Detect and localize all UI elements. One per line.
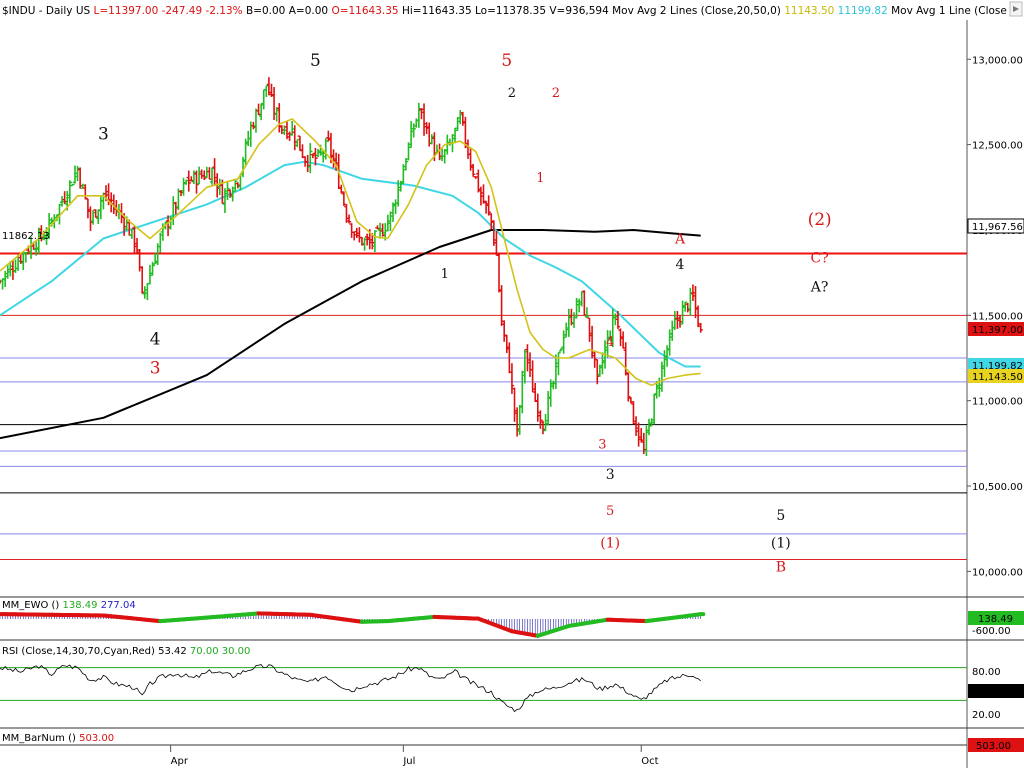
month-tick-label-0: Apr xyxy=(171,756,189,767)
ma200-series xyxy=(0,229,701,440)
price-axis: 13,000.0012,500.0012,000.0011,500.0011,0… xyxy=(967,55,1023,578)
wave-label-4: 5 xyxy=(501,51,512,71)
badge-ma20: 11,143.50 xyxy=(968,369,1024,383)
wave-label-6: 2 xyxy=(552,86,560,101)
header-region: US xyxy=(76,5,91,17)
wave-label-1: 4 xyxy=(150,329,161,349)
header-ma1-label: Mov Avg 1 Line (Close xyxy=(891,5,1007,17)
wave-label-14: 5 xyxy=(606,504,614,519)
header-ask: A=0.00 xyxy=(289,5,328,17)
wave-label-19: 5 xyxy=(776,508,785,524)
ma50-line xyxy=(0,160,701,368)
ewo-label: MM_EWO () xyxy=(2,600,59,611)
rsi-panel xyxy=(0,664,967,713)
rsi-v2: 70.00 xyxy=(190,646,219,657)
rsi-tick-80: 80.00 xyxy=(972,667,1001,678)
chart-header: $INDU - Daily US L=11397.00 -247.49 -2.1… xyxy=(2,5,1007,17)
svg-text:RSI (Close,14,30,70,Cyan,Red): RSI (Close,14,30,70,Cyan,Red) 53.42 70.0… xyxy=(2,646,250,657)
badge-ma50: 11,199.82 xyxy=(968,358,1024,372)
badge-ma20-text: 11,143.50 xyxy=(972,372,1023,383)
ma50-series xyxy=(0,160,701,368)
header-symbol[interactable]: $INDU xyxy=(2,5,35,17)
wave-label-12: 3 xyxy=(598,437,606,452)
date-axis: Apr Jul Oct xyxy=(170,745,659,767)
header-change-pct: -2.13% xyxy=(205,5,242,17)
header-high: Hi=11643.35 xyxy=(402,5,472,17)
header-ma2-label: Mov Avg 2 Lines (Close,20,50,0) xyxy=(612,5,781,17)
rsi-v1: 53.42 xyxy=(158,646,187,657)
ewo-v1: 138.49 xyxy=(63,600,98,611)
horizontal-levels xyxy=(0,252,967,560)
badge-barnum: 503.00 xyxy=(968,738,1024,752)
svg-text:MM_EWO () 138.49: MM_EWO () 138.49 277.04 xyxy=(2,600,136,611)
ma20-series xyxy=(0,118,701,387)
rsi-line xyxy=(0,664,701,713)
wave-label-20: (1) xyxy=(771,535,791,551)
badge-ma50-text: 11,199.82 xyxy=(972,361,1023,372)
wave-label-15: (1) xyxy=(600,535,620,551)
header-volume: V=936,594 xyxy=(549,5,609,17)
badge-last-text: 11,397.00 xyxy=(972,325,1023,336)
badge-ewo-text: 138.49 xyxy=(978,614,1013,625)
price-tick-label-1: 12,500.00 xyxy=(972,141,1023,152)
ewo-tick: -600.00 xyxy=(972,626,1011,637)
wave-label-8: 1 xyxy=(441,267,449,282)
price-tick-label-0: 13,000.00 xyxy=(972,55,1023,66)
level-left-label: 11862.13 xyxy=(2,231,50,242)
header-open: O=11643.35 xyxy=(331,5,398,17)
month-tick-label-1: Jul xyxy=(402,756,415,767)
rsi-label: RSI (Close,14,30,70,Cyan,Red) xyxy=(2,646,155,657)
header-period: Daily xyxy=(46,5,73,17)
wave-label-11: 4 xyxy=(606,335,614,350)
month-tick-label-2: Oct xyxy=(641,756,658,767)
wave-label-10: 4 xyxy=(676,257,685,273)
rsi-tick-20: 20.00 xyxy=(972,710,1001,721)
wave-label-18: A? xyxy=(810,279,829,295)
price-tick-label-5: 10,500.00 xyxy=(972,482,1023,493)
price-tick-label-3: 11,500.00 xyxy=(972,311,1023,322)
wave-label-7: 1 xyxy=(536,171,544,186)
wave-label-13: 3 xyxy=(606,467,615,483)
wave-label-0: 3 xyxy=(98,124,109,144)
price-tick-label-6: 10,000.00 xyxy=(972,567,1023,578)
header-change: -247.49 xyxy=(162,5,203,17)
price-tick-label-4: 11,000.00 xyxy=(972,397,1023,408)
badge-ewo: 138.49 xyxy=(968,611,1024,625)
barnum-v1: 503.00 xyxy=(79,733,114,744)
badge-ma200: 11,967.56 xyxy=(967,218,1024,234)
header-low: Lo=11378.35 xyxy=(475,5,546,17)
barnum-label: MM_BarNum () xyxy=(2,733,76,744)
svg-text:MM_BarNum () 503.00: MM_BarNum () 503.00 xyxy=(2,733,114,744)
header-ma2-v1: 11143.50 xyxy=(784,5,834,17)
svg-text:$INDU - Daily: $INDU - Daily US L=11397.00 -247.49 -2.1… xyxy=(2,5,1007,17)
badge-ma200-text: 11,967.56 xyxy=(972,222,1023,233)
wave-label-3: 5 xyxy=(310,51,321,71)
ewo-v2: 277.04 xyxy=(101,600,136,611)
badge-last: 11,397.00 xyxy=(968,322,1024,336)
wave-label-9: A xyxy=(674,232,686,248)
wave-label-16: (2) xyxy=(808,210,832,230)
wave-label-5: 2 xyxy=(508,86,516,101)
header-scroll-right-icon[interactable] xyxy=(1009,1,1023,17)
ewo-panel xyxy=(0,611,706,638)
header-ma2-v2: 11199.82 xyxy=(838,5,888,17)
wave-label-2: 3 xyxy=(150,358,161,378)
badge-barnum-text: 503.00 xyxy=(976,741,1011,752)
badge-rsi: 53.42 xyxy=(968,684,1024,698)
wave-label-21: B xyxy=(776,559,786,575)
ma200-line xyxy=(0,229,701,440)
header-last: L=11397.00 xyxy=(94,5,159,17)
header-bid: B=0.00 xyxy=(246,5,285,17)
wave-label-17: C? xyxy=(811,250,829,266)
candlestick-series xyxy=(0,77,703,457)
badge-rsi-text: 53.42 xyxy=(980,687,1009,698)
ma20-line xyxy=(0,118,701,387)
rsi-v3: 30.00 xyxy=(222,646,251,657)
